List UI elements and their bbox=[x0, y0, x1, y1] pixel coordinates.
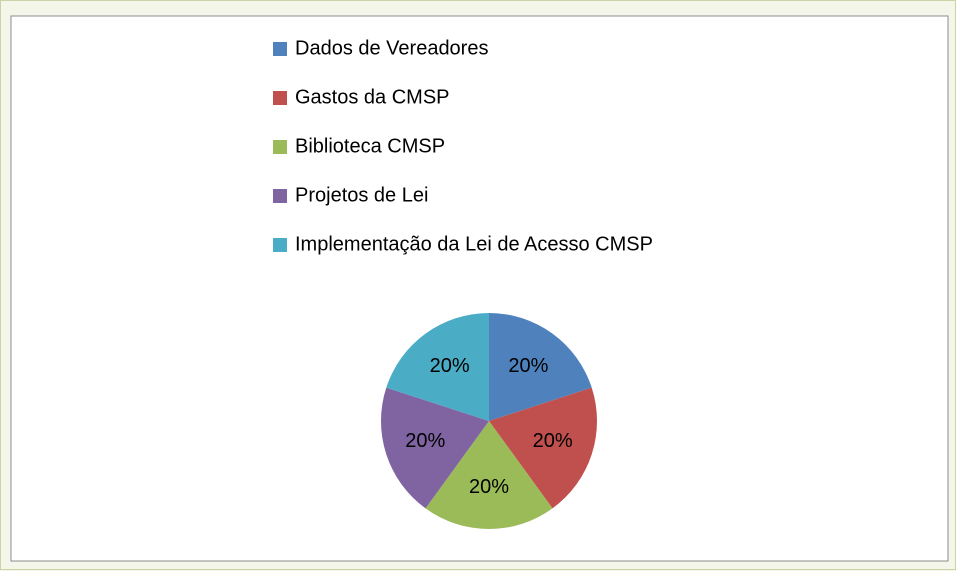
legend-swatch bbox=[273, 238, 287, 252]
legend-swatch bbox=[273, 91, 287, 105]
pie-slice bbox=[489, 313, 592, 421]
legend-label: Projetos de Lei bbox=[295, 184, 428, 206]
data-label: 20% bbox=[508, 355, 548, 377]
pie-slice bbox=[489, 387, 597, 509]
data-label: 20% bbox=[405, 430, 445, 452]
pie-slice bbox=[381, 387, 489, 509]
legend-swatch bbox=[273, 189, 287, 203]
pie-slice bbox=[386, 313, 489, 421]
legend-label: Gastos da CMSP bbox=[295, 86, 450, 108]
legend-swatch bbox=[273, 42, 287, 56]
legend-label: Dados de Vereadores bbox=[295, 37, 488, 59]
legend-swatch bbox=[273, 140, 287, 154]
legend-label: Biblioteca CMSP bbox=[295, 135, 445, 157]
data-label: 20% bbox=[469, 476, 509, 498]
pie-slice bbox=[425, 421, 553, 530]
legend-label: Implementação da Lei de Acesso CMSP bbox=[295, 233, 653, 255]
data-label: 20% bbox=[430, 355, 470, 377]
data-label: 20% bbox=[533, 430, 573, 452]
